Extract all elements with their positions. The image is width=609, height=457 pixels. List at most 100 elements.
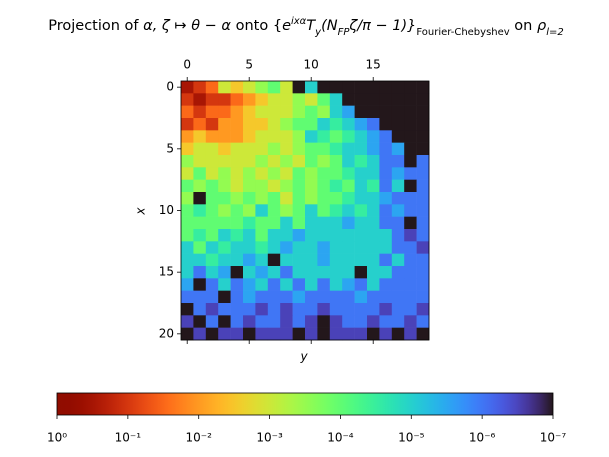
- cell: [367, 204, 380, 217]
- cell: [342, 81, 355, 94]
- cell: [342, 105, 355, 119]
- cell: [329, 118, 343, 131]
- cell: [292, 130, 306, 143]
- cell: [342, 155, 355, 168]
- cell: [404, 216, 417, 230]
- cell: [367, 105, 380, 119]
- cell: [181, 81, 194, 94]
- title-part: on: [510, 18, 537, 34]
- cell: [404, 229, 417, 242]
- cell: [230, 105, 244, 119]
- cell: [379, 241, 393, 254]
- cell: [342, 192, 355, 205]
- cell: [342, 327, 355, 341]
- cell: [193, 155, 207, 168]
- cell: [317, 192, 331, 205]
- cell: [292, 278, 306, 291]
- cell: [404, 192, 417, 205]
- cell: [354, 204, 368, 217]
- cell: [354, 81, 368, 94]
- cell: [267, 142, 281, 156]
- cell: [181, 327, 194, 341]
- cell: [416, 315, 430, 328]
- cell: [416, 204, 430, 217]
- x-tick-label: 15: [366, 58, 381, 72]
- cell: [193, 118, 207, 131]
- cell: [329, 179, 343, 193]
- cell: [391, 93, 405, 106]
- cell: [280, 93, 293, 106]
- cell: [317, 315, 331, 328]
- cell: [342, 167, 355, 180]
- cell: [193, 241, 207, 254]
- cell: [391, 266, 405, 279]
- cell: [354, 93, 368, 106]
- cell: [404, 81, 417, 94]
- cell: [329, 241, 343, 254]
- cell: [416, 253, 430, 267]
- cell: [317, 105, 331, 119]
- cell: [181, 216, 194, 230]
- cell: [305, 327, 318, 341]
- cell: [367, 130, 380, 143]
- cell: [329, 216, 343, 230]
- cell: [317, 266, 331, 279]
- cell: [391, 155, 405, 168]
- cell: [267, 179, 281, 193]
- cell: [342, 315, 355, 328]
- cell: [367, 192, 380, 205]
- cell: [329, 253, 343, 267]
- cell: [280, 303, 293, 316]
- cell: [292, 142, 306, 156]
- cell: [292, 93, 306, 106]
- cell: [404, 266, 417, 279]
- cell: [305, 216, 318, 230]
- cell: [305, 192, 318, 205]
- cell: [416, 155, 430, 168]
- cell: [329, 204, 343, 217]
- cell: [367, 229, 380, 242]
- cell: [230, 204, 244, 217]
- cell: [255, 315, 269, 328]
- cell: [230, 303, 244, 316]
- cell: [354, 278, 368, 291]
- cell: [243, 105, 256, 119]
- cell: [255, 327, 269, 341]
- cell: [354, 130, 368, 143]
- cell: [391, 179, 405, 193]
- cell: [230, 253, 244, 267]
- cell: [367, 278, 380, 291]
- cell: [267, 290, 281, 304]
- cell: [305, 315, 318, 328]
- cell: [416, 179, 430, 193]
- cell: [280, 315, 293, 328]
- cell: [255, 303, 269, 316]
- cell: [181, 290, 194, 304]
- cell: [255, 142, 269, 156]
- cell: [280, 167, 293, 180]
- cell: [404, 303, 417, 316]
- cell: [255, 204, 269, 217]
- cell: [181, 167, 194, 180]
- cell: [342, 241, 355, 254]
- cell: [218, 105, 231, 119]
- cell: [342, 253, 355, 267]
- cell: [218, 155, 231, 168]
- cell: [280, 278, 293, 291]
- cell: [181, 278, 194, 291]
- cell: [218, 241, 231, 254]
- cell: [391, 167, 405, 180]
- cell: [193, 167, 207, 180]
- cell: [181, 155, 194, 168]
- cell: [317, 290, 331, 304]
- cell: [342, 303, 355, 316]
- cell: [391, 105, 405, 119]
- y-tick-label: 0: [166, 80, 174, 94]
- cell: [292, 192, 306, 205]
- colorbar-tick-label: 10⁻¹: [115, 431, 142, 445]
- cell: [243, 290, 256, 304]
- cell: [230, 266, 244, 279]
- cell: [367, 253, 380, 267]
- cell: [391, 241, 405, 254]
